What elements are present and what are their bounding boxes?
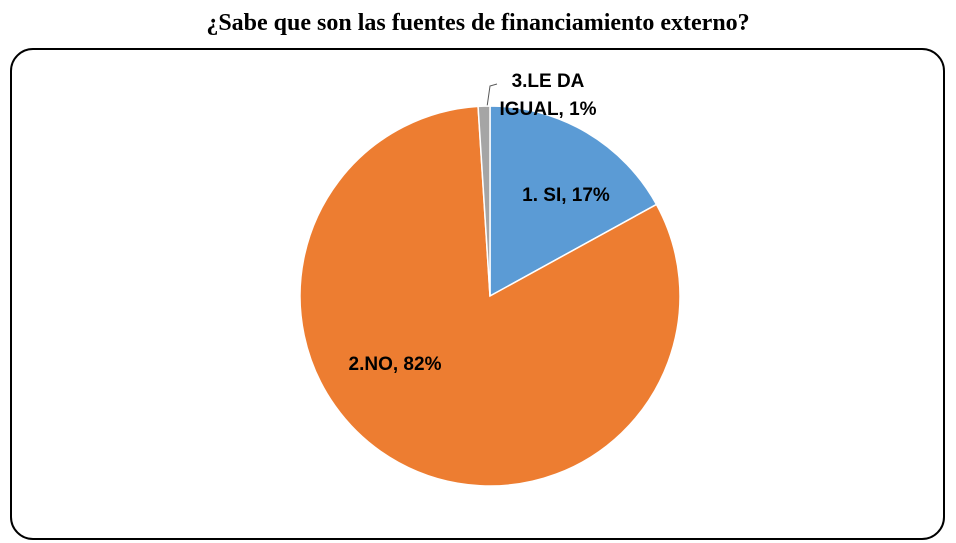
leader-line [486,83,498,108]
pie-slice [299,105,681,487]
data-label: 1. SI, 17% [522,185,610,206]
data-label: 3.LE DA IGUAL, 1% [499,71,597,120]
pie-slice [489,105,658,298]
pie-slice [477,105,491,297]
chart-title: ¿Sabe que son las fuentes de financiamie… [206,10,750,36]
data-label: 2.NO, 82% [348,354,442,375]
